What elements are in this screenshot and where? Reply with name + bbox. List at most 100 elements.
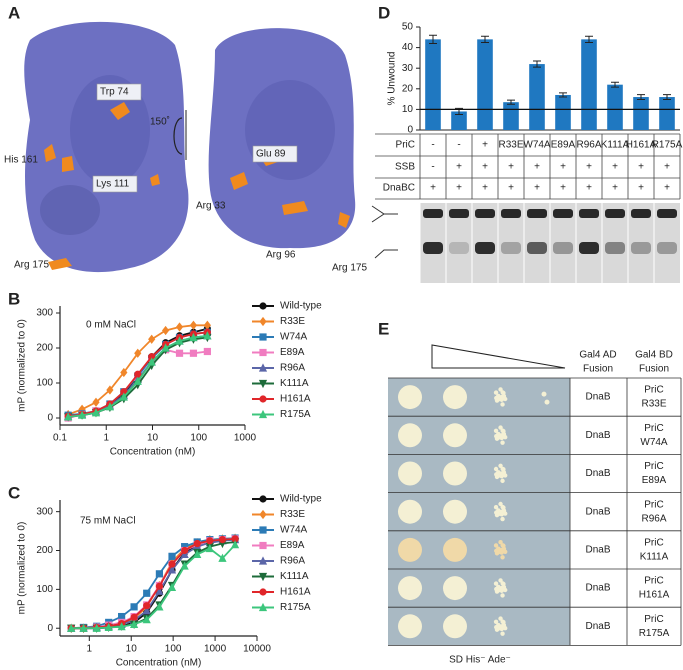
condition-label: + [534, 162, 540, 173]
data-point [147, 357, 156, 366]
colony [398, 461, 422, 486]
bar [659, 97, 675, 130]
colony [496, 393, 501, 399]
data-point [134, 348, 142, 358]
data-point [180, 561, 189, 570]
residue-label: Arg 96 [266, 250, 296, 261]
colony [498, 501, 503, 507]
surface-shade [70, 75, 150, 185]
data-point [218, 536, 227, 544]
y-tick-label: 100 [36, 378, 53, 389]
colony [443, 423, 467, 448]
data-point [117, 622, 126, 631]
gel-band-substrate [579, 209, 599, 218]
colony [498, 616, 503, 621]
bd-fusion: PriC [644, 614, 663, 625]
error-bar [611, 81, 619, 88]
gel-band-substrate [475, 209, 495, 218]
row-label: SSB [395, 162, 415, 173]
gel-band-product [631, 242, 651, 254]
panel-label: B [8, 289, 20, 308]
condition-label: + [664, 183, 670, 194]
condition-label: + [508, 183, 514, 194]
condition-label: E89A [551, 140, 576, 151]
colony [443, 499, 467, 524]
x-tick-label: 10 [147, 433, 159, 444]
bar [477, 39, 493, 130]
data-point [129, 619, 139, 628]
data-point [148, 353, 156, 361]
colony [499, 397, 504, 402]
colony [398, 576, 422, 601]
gel-band-product [553, 242, 573, 254]
bar [529, 64, 545, 130]
colony [496, 622, 501, 628]
x-tick-label: 1000 [234, 433, 257, 444]
condition-label: R33E [498, 140, 523, 151]
data-point [77, 410, 87, 419]
legend-label: Wild-type [280, 494, 322, 505]
data-point [155, 586, 164, 595]
y-axis-label: mP (normalized to 0) [17, 522, 28, 615]
ad-fusion: DnaB [585, 621, 610, 632]
error-bar [663, 94, 671, 101]
colony [500, 543, 505, 548]
legend-label: E89A [280, 347, 305, 358]
legend-label: W74A [280, 525, 308, 536]
condition-label: + [612, 162, 618, 173]
data-point [193, 539, 201, 548]
bd-fusion: PriC [644, 461, 663, 472]
error-bar [559, 92, 567, 98]
colony [500, 516, 505, 522]
residue-label: His 161 [4, 155, 38, 166]
data-point [189, 332, 198, 342]
data-point [230, 540, 240, 549]
data-point [119, 392, 128, 401]
y-tick-label: 0 [47, 623, 53, 634]
gel-band-substrate [631, 209, 651, 218]
colony [501, 623, 507, 628]
colony [443, 385, 467, 410]
condition-label: + [560, 162, 566, 173]
data-point [155, 582, 164, 590]
y-tick-label: 50 [402, 22, 414, 33]
colony [500, 593, 505, 598]
legend-label: W74A [280, 332, 308, 343]
colony [493, 428, 499, 434]
data-point [167, 565, 177, 574]
colony [499, 626, 504, 632]
residue-label: Glu 89 [256, 149, 286, 160]
data-point [175, 349, 184, 357]
data-point [64, 412, 73, 421]
colony [493, 581, 499, 586]
condition-label: W74A [523, 140, 551, 151]
error-bar [637, 94, 645, 101]
legend-marker [258, 602, 268, 612]
gel-band-substrate [657, 209, 677, 218]
protein-structures [24, 21, 356, 273]
colony [398, 537, 422, 562]
data-point [155, 602, 164, 611]
data-point [130, 603, 138, 611]
data-point [181, 546, 189, 555]
condition-label: - [457, 140, 460, 151]
error-bar [481, 35, 489, 43]
legend-marker [259, 302, 267, 310]
bd-fusion: PriC [644, 538, 663, 549]
data-point [175, 322, 184, 332]
data-point [231, 535, 239, 543]
legend-label: R96A [280, 363, 305, 374]
data-point [189, 320, 198, 330]
colony [498, 425, 503, 430]
residue-label: Lys 111 [96, 179, 130, 190]
annotation: 0 mM NaCl [86, 320, 136, 331]
colony [499, 550, 504, 555]
colony [500, 466, 505, 472]
legend-label: R33E [280, 509, 305, 520]
bd-fusion: PriC [644, 576, 663, 587]
legend-marker [259, 348, 267, 357]
y-tick-label: 30 [402, 63, 414, 74]
bar [633, 97, 649, 130]
data-point [134, 370, 142, 378]
condition-label: + [664, 162, 670, 173]
